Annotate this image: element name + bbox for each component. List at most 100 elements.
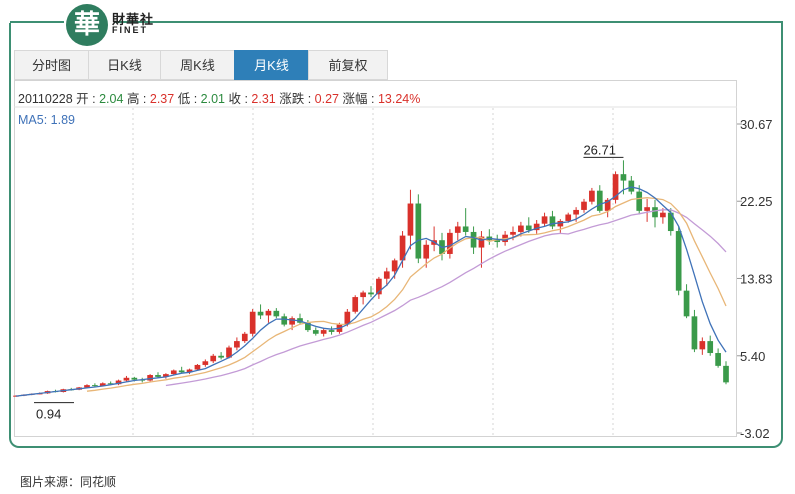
info-pct-label: 涨幅 <box>342 92 368 106</box>
candle-body-46 <box>376 278 382 295</box>
candle-body-33 <box>273 310 280 317</box>
candle-body-88 <box>707 341 714 354</box>
candle-body-55 <box>447 232 453 254</box>
brand-name-en: FINET <box>112 25 148 35</box>
y-tick-label-4: -3.02 <box>740 426 770 441</box>
finet-logo-icon[interactable]: 華 <box>66 4 108 46</box>
candle-body-56 <box>454 226 461 233</box>
candle-body-0 <box>13 395 19 397</box>
info-pct-value: 13.24% <box>377 92 421 106</box>
candle-body-83 <box>667 212 674 232</box>
ma5-legend: MA5: 1.89 <box>18 113 75 127</box>
info-low-value: 2.01 <box>200 92 225 106</box>
candle-body-59 <box>478 236 485 248</box>
header-rule <box>115 21 783 23</box>
candle-body-69 <box>557 220 564 227</box>
ma20-line <box>165 209 727 387</box>
candle-body-82 <box>660 212 666 218</box>
candle-body-45 <box>368 292 374 295</box>
candle-body-23 <box>194 364 201 370</box>
candle-body-27 <box>226 347 232 358</box>
candle-body-22 <box>186 369 193 373</box>
candle-body-12 <box>107 383 114 385</box>
candle-body-87 <box>699 341 706 350</box>
candle-body-30 <box>249 311 256 334</box>
candle-body-10 <box>92 385 98 387</box>
candle-body-76 <box>612 174 619 200</box>
candle-body-57 <box>462 226 469 232</box>
candle-body-17 <box>147 375 153 381</box>
y-tick-label-0: 30.67 <box>740 117 773 132</box>
candle-body-11 <box>99 383 106 387</box>
info-high-label: 高 <box>126 92 140 106</box>
max-price-label: 26.71 <box>583 142 616 157</box>
brand-name-cn: 財華社 <box>112 12 155 27</box>
candle-body-61 <box>494 240 501 243</box>
ma10-line <box>86 197 727 392</box>
candle-body-15 <box>131 377 138 380</box>
candle-body-20 <box>170 370 177 375</box>
candle-body-31 <box>257 311 264 316</box>
candle-body-35 <box>289 318 295 325</box>
candle-body-34 <box>281 316 288 325</box>
candle-body-85 <box>683 290 690 317</box>
candle-body-66 <box>533 223 540 231</box>
y-tick-label-1: 22.25 <box>740 194 773 209</box>
candle-body-63 <box>510 231 516 235</box>
ohlc-info-row: 20110228 开 : 2.04 高 : 2.37 低 : 2.01 收 : … <box>18 92 421 106</box>
info-change-value: 0.27 <box>314 92 340 106</box>
candle-body-90 <box>723 365 729 383</box>
info-close-value: 2.31 <box>251 92 276 106</box>
candle-body-81 <box>652 207 658 218</box>
candle-body-67 <box>541 216 548 224</box>
period-tabs: 分时图 日K线 周K线 月K线 前复权 <box>14 50 388 80</box>
info-close-label: 收 <box>228 92 241 106</box>
candle-body-49 <box>399 235 406 261</box>
candle-body-84 <box>675 231 682 291</box>
candle-body-25 <box>210 355 217 362</box>
tab-monthly-k[interactable]: 月K线 <box>234 50 308 80</box>
candle-body-48 <box>391 260 398 272</box>
candle-body-50 <box>407 203 414 236</box>
candle-body-37 <box>305 322 311 331</box>
chart-frame <box>9 23 783 448</box>
info-change-label: 涨跌 <box>279 92 305 106</box>
candle-body-38 <box>312 330 319 334</box>
candle-body-9 <box>84 385 90 388</box>
candle-body-89 <box>715 353 721 366</box>
info-low-label: 低 <box>177 92 191 106</box>
candle-body-72 <box>581 201 587 210</box>
y-tick-label-3: 5.40 <box>740 349 765 364</box>
header-rule-left <box>10 21 64 23</box>
candle-body-13 <box>115 380 122 385</box>
candle-body-19 <box>163 374 169 377</box>
tab-daily-k[interactable]: 日K线 <box>88 50 160 80</box>
candle-body-47 <box>383 271 390 279</box>
tab-intraday[interactable]: 分时图 <box>14 50 88 80</box>
candle-body-24 <box>202 361 209 365</box>
candle-body-51 <box>415 203 422 259</box>
min-price-label: 0.94 <box>36 407 61 422</box>
candle-body-43 <box>352 297 359 312</box>
candle-body-29 <box>241 333 248 342</box>
candle-body-64 <box>518 225 524 232</box>
ma5-label: MA5: <box>18 113 48 127</box>
candle-body-80 <box>644 207 650 211</box>
info-date: 20110228 <box>18 92 73 106</box>
candle-body-65 <box>525 225 532 231</box>
candle-body-74 <box>596 190 603 211</box>
tab-forward-adjusted[interactable]: 前复权 <box>308 50 388 80</box>
info-open-label: 开 <box>76 92 89 106</box>
candle-body-39 <box>320 330 327 334</box>
candle-body-58 <box>470 231 477 248</box>
tab-weekly-k[interactable]: 周K线 <box>160 50 234 80</box>
chart-area-border <box>14 80 737 437</box>
candle-body-78 <box>628 180 635 192</box>
candle-body-52 <box>423 244 430 259</box>
y-tick-label-2: 13.83 <box>740 271 773 286</box>
ma5-line <box>15 186 727 397</box>
candle-body-44 <box>360 292 366 298</box>
candle-body-79 <box>636 191 643 211</box>
candle-body-28 <box>234 341 240 348</box>
